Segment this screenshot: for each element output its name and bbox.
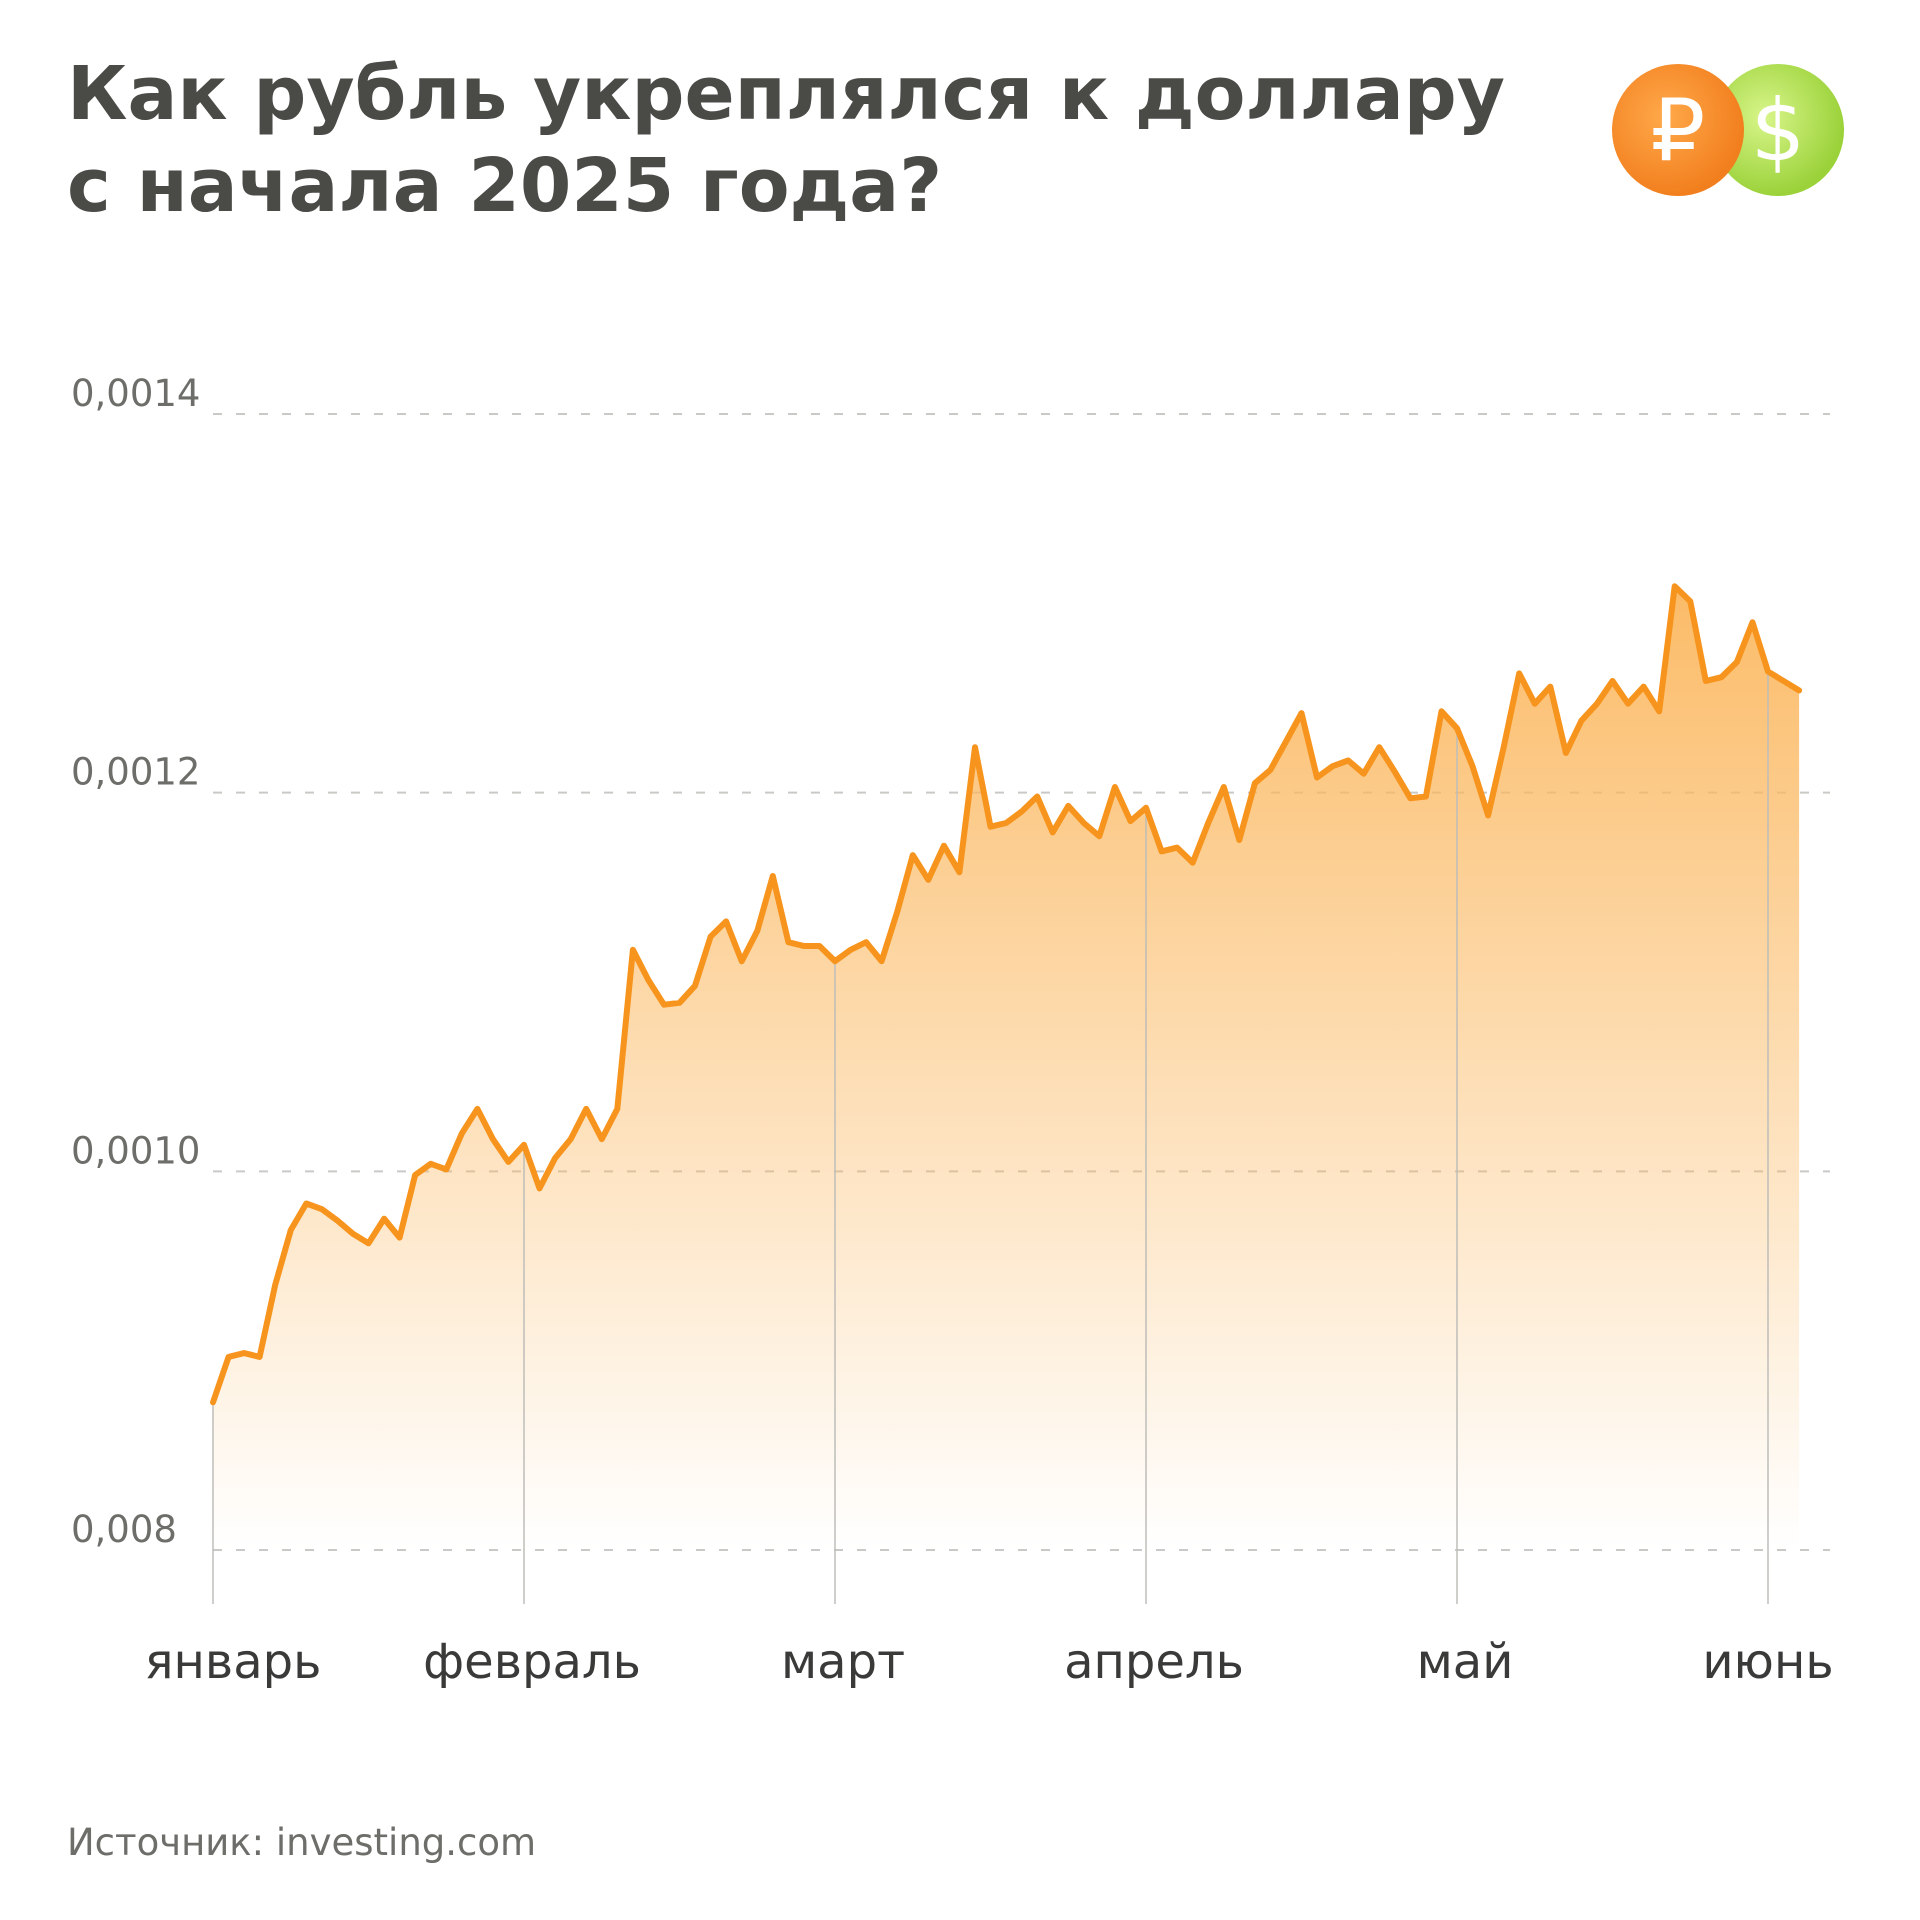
dollar-badge — [1712, 64, 1844, 196]
y-tick-label: 0,0012 — [71, 751, 200, 794]
x-tick-label: март — [781, 1634, 905, 1690]
x-tick-label: февраль — [423, 1634, 641, 1690]
dollar-symbol: $ — [1751, 81, 1806, 181]
ruble-badge — [1612, 64, 1744, 196]
y-tick-label: 0,008 — [71, 1508, 177, 1551]
x-tick-label: апрель — [1064, 1634, 1244, 1690]
y-tick-label: 0,0014 — [71, 372, 200, 415]
x-tick-label: июнь — [1702, 1634, 1833, 1690]
line — [210, 583, 1803, 1406]
x-tick-label: январь — [145, 1634, 322, 1690]
source: Источник: investing.com — [67, 1821, 536, 1864]
x-tick-label: май — [1417, 1634, 1514, 1690]
area — [213, 586, 1800, 1550]
ruble-symbol: ₽ — [1651, 81, 1706, 181]
chart-title: с начала 2025 года? — [67, 143, 942, 229]
chart-title: Как рубль укреплялся к доллару — [67, 51, 1505, 137]
y-tick-label: 0,0010 — [71, 1129, 200, 1172]
